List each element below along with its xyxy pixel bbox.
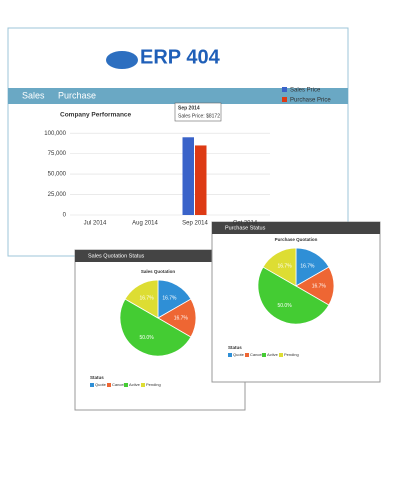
pie-slice (257, 266, 330, 325)
legend-label: Cancel (250, 352, 263, 357)
legend-label: Quote (95, 382, 107, 387)
tab-bar (8, 88, 348, 104)
chart-title: Purchase Quotation (275, 237, 318, 242)
tooltip (174, 102, 222, 122)
slice-label: 16.7% (139, 296, 154, 302)
legend-label: Purchase Price (290, 98, 331, 104)
pie-slice (124, 279, 159, 319)
slice-label: 16.7% (162, 296, 177, 302)
legend-swatch (262, 353, 266, 357)
legend-swatch (228, 353, 232, 357)
legend-label: Pending (146, 382, 161, 387)
slice-label: 50.0% (277, 303, 292, 309)
y-tick-label: 100,000 (44, 131, 66, 137)
legend-swatch (90, 383, 94, 387)
legend-title: Status (228, 345, 242, 350)
tab[interactable]: Sales (22, 90, 45, 100)
tooltip-title: Sep 2014 (178, 105, 200, 111)
logo: ERP 404 (140, 46, 221, 68)
x-tick-label: Aug 2014 (132, 221, 158, 227)
panel-title: Purchase Status (225, 225, 266, 231)
slice-label: 16.7% (300, 264, 315, 270)
legend-label: Quote (233, 352, 245, 357)
pie-slice (262, 247, 297, 287)
logo-icon (106, 51, 138, 69)
tab[interactable]: Purchase (58, 90, 96, 100)
y-tick-label: 25,000 (48, 192, 67, 198)
legend-swatch (279, 353, 283, 357)
slice-label: 16.7% (174, 315, 189, 321)
pie-slice (119, 298, 192, 357)
legend-swatch (141, 383, 145, 387)
legend-label: Sales Price (290, 88, 321, 94)
legend-swatch (282, 87, 287, 92)
tooltip-label: Sales Price: $8172 (178, 113, 220, 119)
bar (195, 145, 207, 215)
slice-label: 16.7% (277, 264, 292, 270)
y-tick-label: 50,000 (48, 172, 67, 178)
chart-title: Company Performance (60, 112, 132, 119)
panel-header (212, 222, 380, 234)
panel-title: Sales Quotation Status (88, 253, 145, 259)
chart-title: Sales Quotation (141, 269, 176, 274)
bar (182, 137, 194, 215)
legend-label: Active (129, 382, 141, 387)
legend-swatch (282, 97, 287, 102)
legend-title: Status (90, 375, 104, 380)
x-tick-label: Sep 2014 (182, 221, 208, 227)
legend-swatch (124, 383, 128, 387)
legend-label: Cancel (112, 382, 125, 387)
slice-label: 50.0% (139, 335, 154, 341)
x-tick-label: Oct 2014 (233, 221, 258, 227)
legend-swatch (107, 383, 111, 387)
legend-swatch (245, 353, 249, 357)
main-window (7, 27, 349, 257)
y-tick-label: 75,000 (48, 151, 67, 157)
panel-header (75, 250, 245, 262)
x-tick-label: Jul 2014 (84, 221, 107, 227)
y-tick-label: 0 (63, 213, 67, 219)
legend-label: Pending (284, 352, 299, 357)
slice-label: 16.7% (312, 283, 327, 289)
legend-label: Active (267, 352, 279, 357)
